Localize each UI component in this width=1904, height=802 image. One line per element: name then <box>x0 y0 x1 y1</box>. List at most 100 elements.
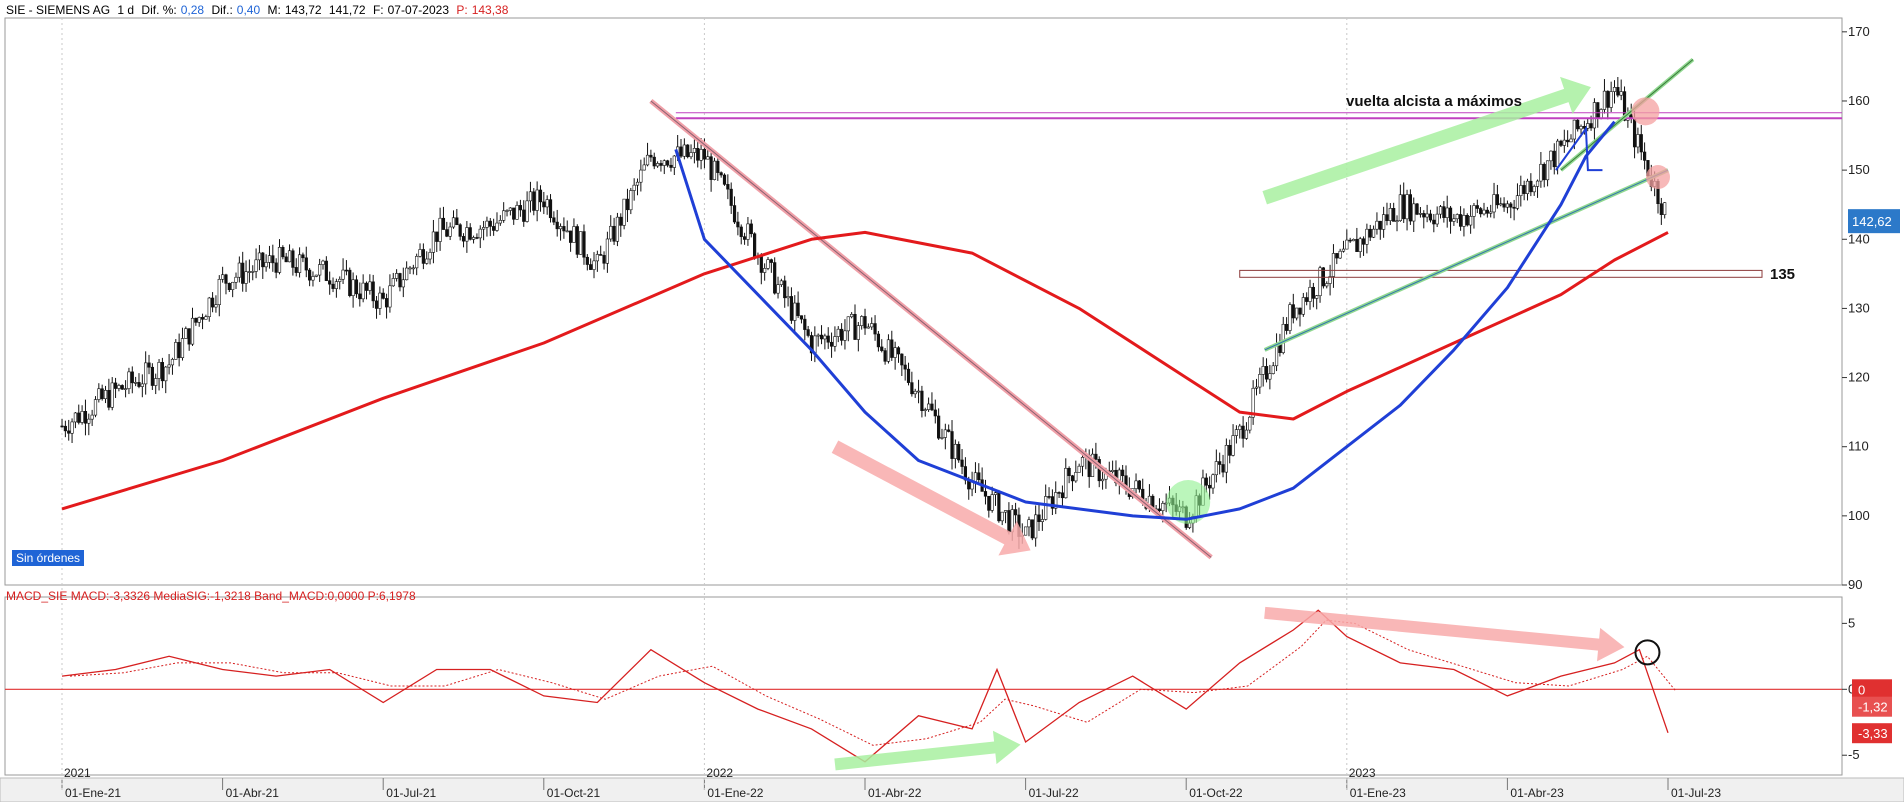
candle-body <box>666 160 670 166</box>
candle-body <box>659 163 663 166</box>
candle-body <box>716 160 720 173</box>
candle-body <box>170 359 175 366</box>
candle-body <box>1385 214 1389 221</box>
candle-body <box>850 313 854 318</box>
candle-body <box>164 366 168 382</box>
candle-body <box>1569 138 1573 143</box>
orders-badge[interactable]: Sin órdenes <box>12 550 85 566</box>
candle-body <box>599 254 603 256</box>
candle-body <box>157 362 161 379</box>
candle-body <box>384 298 389 308</box>
candle-body <box>1619 91 1623 96</box>
candle-body <box>1663 202 1667 215</box>
candle-body <box>1261 366 1265 375</box>
candle-body <box>1602 90 1607 110</box>
candle-body <box>856 325 860 340</box>
candle-body <box>866 326 870 329</box>
candle-body <box>451 217 456 228</box>
candle-body <box>987 495 991 511</box>
candle-body <box>361 282 365 300</box>
candle-body <box>1462 215 1466 227</box>
candle-body <box>783 280 787 299</box>
candle-body <box>575 226 579 255</box>
candle-body <box>1622 91 1627 121</box>
candle-body <box>304 257 308 271</box>
candle-body <box>532 191 536 211</box>
candle-body <box>294 267 298 273</box>
candle-body <box>769 259 773 263</box>
candle-body <box>1264 366 1269 380</box>
candle-body <box>321 260 325 265</box>
time-axis-bar <box>0 777 1904 802</box>
candle-body <box>923 409 927 411</box>
candle-body <box>947 429 951 432</box>
candle-body <box>836 328 840 337</box>
candle-body <box>786 296 790 299</box>
candle-body <box>505 210 509 212</box>
sig-label: MediaSIG: <box>153 589 211 603</box>
candle-body <box>589 264 593 270</box>
candle-body <box>1562 139 1566 146</box>
candle-body <box>625 198 630 211</box>
price-down-arrow <box>831 440 1031 556</box>
candle-body <box>1535 180 1540 187</box>
candle-body <box>478 228 482 239</box>
candle-body <box>328 280 332 285</box>
reversal-circle-top <box>1631 97 1660 126</box>
candle-body <box>1094 453 1098 460</box>
candle-body <box>291 250 295 268</box>
candle-body <box>154 378 158 386</box>
candle-body <box>953 443 957 459</box>
candle-body <box>1438 206 1443 215</box>
candle-body <box>1074 472 1078 482</box>
candle-body <box>1060 492 1065 499</box>
x-tick-label: 01-Ene-23 <box>1350 786 1406 800</box>
candle-body <box>773 262 777 294</box>
candle-body <box>1271 365 1275 374</box>
candle-body <box>652 156 656 167</box>
candle-body <box>880 346 884 351</box>
breakout-circle <box>1166 480 1211 525</box>
candle-body <box>83 411 88 424</box>
candle-body <box>1418 213 1423 215</box>
candle-body <box>1047 496 1051 498</box>
candle-body <box>1579 125 1583 130</box>
candle-body <box>1525 180 1530 194</box>
candle-body <box>1305 297 1309 302</box>
macd-y-tick-label: 5 <box>1848 615 1855 630</box>
candle-body <box>1589 123 1593 129</box>
candle-body <box>63 425 67 432</box>
candle-body <box>1395 220 1399 223</box>
candle-body <box>221 274 225 280</box>
candle-body <box>759 255 763 273</box>
candle-body <box>565 230 569 233</box>
candle-body <box>1398 194 1402 222</box>
candle-body <box>1636 134 1640 148</box>
candle-body <box>548 199 553 219</box>
candle-body <box>237 262 241 278</box>
candle-body <box>1592 102 1597 129</box>
candle-body <box>1040 519 1044 522</box>
candle-body <box>706 156 710 160</box>
candle-body <box>144 362 148 385</box>
candle-body <box>806 329 810 336</box>
candle-body <box>1606 90 1610 108</box>
candle-body <box>1258 374 1262 388</box>
candle-body <box>140 383 144 387</box>
candle-body <box>1070 475 1075 482</box>
candle-body <box>1402 194 1406 220</box>
candle-body <box>110 382 114 408</box>
x-tick-label: 01-Jul-23 <box>1671 786 1721 800</box>
candle-body <box>1030 519 1034 539</box>
candle-body <box>247 271 251 273</box>
candle-body <box>816 334 820 337</box>
candle-body <box>823 335 827 340</box>
candle-body <box>475 237 479 239</box>
price-panel-frame <box>4 17 1843 586</box>
candle-body <box>204 316 208 320</box>
x-tick-label: 01-Abr-21 <box>226 786 280 800</box>
candle-body <box>401 279 405 288</box>
candle-body <box>1318 267 1322 297</box>
macd-signal-label: -1,32 <box>1858 700 1888 715</box>
candle-body <box>1442 206 1446 218</box>
